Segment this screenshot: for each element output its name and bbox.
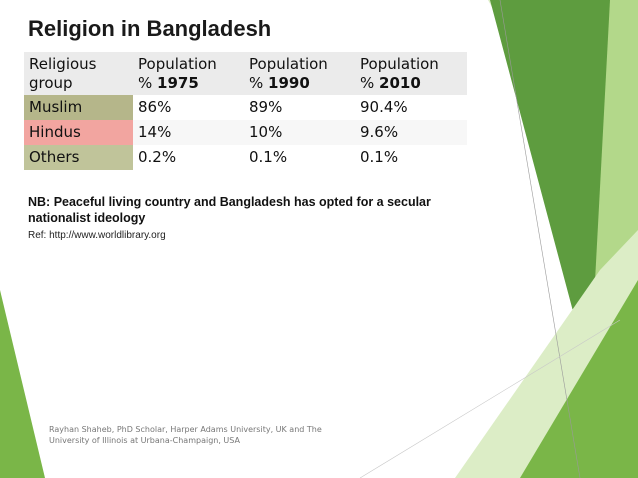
value-cell: 14% bbox=[138, 123, 172, 141]
reference-text: Ref: http://www.worldlibrary.org bbox=[28, 230, 166, 241]
note-text: NB: Peaceful living country and Banglade… bbox=[28, 195, 431, 225]
table-row: Others 0.2% 0.1% 0.1% bbox=[24, 145, 467, 170]
decor-triangle-left-corner bbox=[0, 290, 45, 478]
table-row: Hindus 14% 10% 9.6% bbox=[24, 120, 467, 145]
decor-triangle-dark bbox=[490, 0, 610, 375]
header-year: 1990 bbox=[268, 74, 310, 92]
group-cell-muslim: Muslim bbox=[24, 95, 133, 120]
religion-table: Religious group Population% 1975 Populati… bbox=[24, 52, 467, 170]
value-cell: 9.6% bbox=[360, 123, 399, 141]
header-line1: Population bbox=[249, 55, 328, 73]
value-cell: 10% bbox=[249, 123, 283, 141]
table-row: Muslim 86% 89% 90.4% bbox=[24, 95, 467, 120]
header-line1: Population bbox=[138, 55, 217, 73]
table-header-row: Religious group Population% 1975 Populati… bbox=[24, 52, 467, 95]
group-cell-others: Others bbox=[24, 145, 133, 170]
value-cell: 90.4% bbox=[360, 98, 408, 116]
header-population-1975: Population% 1975 bbox=[133, 52, 244, 95]
decor-line-2 bbox=[359, 319, 621, 478]
decor-line bbox=[499, 0, 581, 478]
header-religious-group: Religious group bbox=[24, 52, 133, 95]
header-population-1990: Population% 1990 bbox=[244, 52, 355, 95]
header-year: 1975 bbox=[157, 74, 199, 92]
header-line1: Religious bbox=[29, 55, 97, 73]
header-line2: % bbox=[138, 74, 158, 92]
header-year: 2010 bbox=[379, 74, 421, 92]
header-population-2010: Population% 2010 bbox=[355, 52, 467, 95]
footer-credit: Rayhan Shaheb, PhD Scholar, Harper Adams… bbox=[49, 425, 322, 445]
value-cell: 0.1% bbox=[360, 148, 399, 166]
decor-triangle-mid bbox=[520, 280, 638, 478]
value-cell: 0.1% bbox=[249, 148, 288, 166]
header-line2: % bbox=[249, 74, 269, 92]
group-cell-hindus: Hindus bbox=[24, 120, 133, 145]
header-line2: group bbox=[29, 74, 73, 92]
slide-title: Religion in Bangladesh bbox=[28, 16, 272, 41]
value-cell: 86% bbox=[138, 98, 172, 116]
value-cell: 0.2% bbox=[138, 148, 177, 166]
header-line2: % bbox=[360, 74, 380, 92]
value-cell: 89% bbox=[249, 98, 283, 116]
header-line1: Population bbox=[360, 55, 439, 73]
